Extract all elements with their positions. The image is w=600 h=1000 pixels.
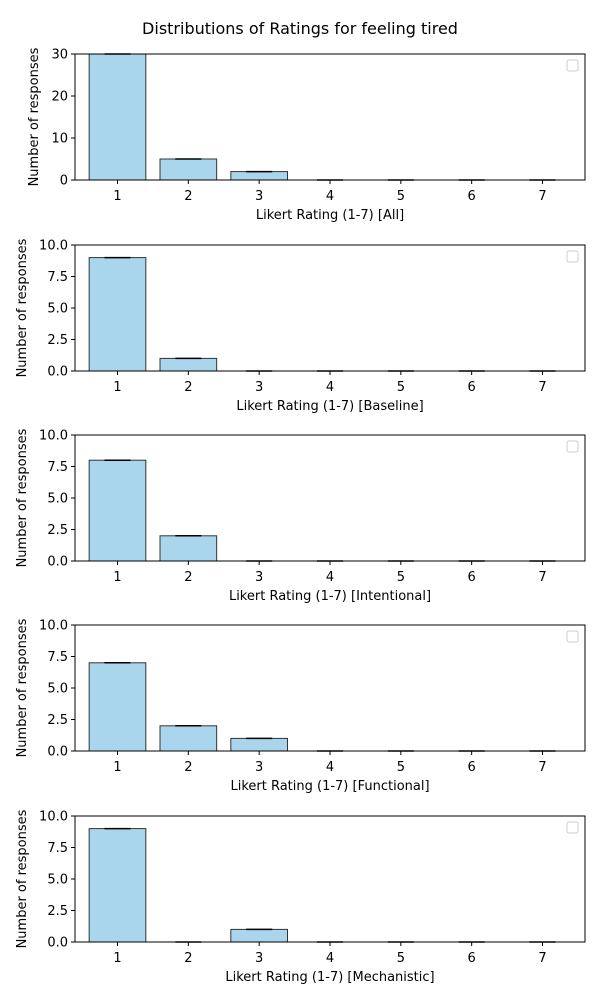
subplots: 1 2 3 4 5 6 7 0 10 20 30 Likert Rating (1-7) [All] N… xyxy=(15,47,586,985)
x-tick-label: 1 xyxy=(113,380,121,395)
y-tick-label: 30 xyxy=(51,48,68,63)
axes-frame xyxy=(74,624,586,752)
y-tick-label: 10.0 xyxy=(39,429,68,444)
axes-frame xyxy=(74,53,586,181)
bar xyxy=(88,828,147,943)
y-tick-label: 7.5 xyxy=(47,650,68,665)
y-axis-label: Number of responses xyxy=(15,809,30,948)
x-axis-label: Likert Rating (1-7) [Baseline] xyxy=(236,399,423,414)
y-tick-label: 0.0 xyxy=(47,936,68,951)
x-axis-label: Likert Rating (1-7) [All] xyxy=(256,208,404,223)
x-tick-label: 7 xyxy=(538,760,546,775)
y-tick-label: 10.0 xyxy=(39,619,68,634)
y-tick-label: 7.5 xyxy=(47,841,68,856)
axes-frame xyxy=(74,244,586,372)
x-tick-label: 1 xyxy=(113,570,121,585)
x-tick-label: 3 xyxy=(255,570,263,585)
bar xyxy=(159,357,218,372)
y-tick-label: 7.5 xyxy=(47,270,68,285)
x-tick-label: 1 xyxy=(113,189,121,204)
bar xyxy=(230,737,288,752)
legend-box xyxy=(566,440,579,453)
x-tick-label: 6 xyxy=(468,570,476,585)
x-tick-label: 2 xyxy=(184,951,192,966)
y-tick-label: 5.0 xyxy=(47,492,68,507)
x-tick-label: 3 xyxy=(255,189,263,204)
y-tick-label: 5.0 xyxy=(47,302,68,317)
axes-frame xyxy=(74,434,586,562)
y-axis-label: Number of responses xyxy=(15,428,30,567)
y-axis-label: Number of responses xyxy=(15,238,30,377)
x-tick-label: 4 xyxy=(326,760,334,775)
x-tick-label: 1 xyxy=(113,951,121,966)
x-tick-label: 2 xyxy=(184,380,192,395)
y-tick-label: 2.5 xyxy=(47,523,68,538)
x-tick-label: 2 xyxy=(184,189,192,204)
x-axis-label: Likert Rating (1-7) [Intentional] xyxy=(229,589,431,604)
x-tick-label: 4 xyxy=(326,380,334,395)
y-tick-label: 0.0 xyxy=(47,365,68,380)
y-tick-label: 0 xyxy=(60,174,68,189)
y-tick-label: 7.5 xyxy=(47,460,68,475)
subplot-3: 1 2 3 4 5 6 7 0.0 2.5 5.0 7.5 10.0 Likert Rating (1-… xyxy=(15,428,586,604)
x-axis-label: Likert Rating (1-7) [Functional] xyxy=(230,779,429,794)
subplot-5: 1 2 3 4 5 6 7 0.0 2.5 5.0 7.5 10.0 Likert Rating (1-… xyxy=(15,809,586,985)
x-tick-label: 6 xyxy=(468,760,476,775)
legend-box xyxy=(566,59,579,72)
x-axis-label: Likert Rating (1-7) [Mechanistic] xyxy=(225,970,434,985)
x-tick-label: 5 xyxy=(397,951,405,966)
x-tick-label: 6 xyxy=(468,380,476,395)
y-tick-label: 0.0 xyxy=(47,745,68,760)
y-tick-label: 5.0 xyxy=(47,873,68,888)
x-tick-label: 4 xyxy=(326,570,334,585)
subplot-4: 1 2 3 4 5 6 7 0.0 2.5 5.0 7.5 10.0 Likert Rating (1-… xyxy=(15,618,586,794)
subplot-2: 1 2 3 4 5 6 7 0.0 2.5 5.0 7.5 10.0 Likert Rating (1-… xyxy=(15,238,586,414)
x-tick-label: 7 xyxy=(538,951,546,966)
x-tick-label: 1 xyxy=(113,760,121,775)
bar xyxy=(159,158,218,181)
y-tick-label: 2.5 xyxy=(47,713,68,728)
y-tick-label: 10.0 xyxy=(39,810,68,825)
bar xyxy=(230,928,288,943)
y-tick-label: 2.5 xyxy=(47,904,68,919)
y-tick-label: 5.0 xyxy=(47,682,68,697)
y-axis-label: Number of responses xyxy=(27,47,42,186)
subplot-1: 1 2 3 4 5 6 7 0 10 20 30 Likert Rating (1-7) [All] N… xyxy=(27,47,586,223)
legend-box xyxy=(566,630,579,643)
bar xyxy=(88,459,147,562)
x-tick-label: 3 xyxy=(255,951,263,966)
y-tick-label: 10.0 xyxy=(39,239,68,254)
x-tick-label: 3 xyxy=(255,760,263,775)
bar xyxy=(88,257,147,372)
x-tick-label: 7 xyxy=(538,570,546,585)
bar xyxy=(88,662,147,752)
bar xyxy=(159,535,218,562)
figure-title: Distributions of Ratings for feeling tir… xyxy=(142,19,458,38)
x-tick-label: 2 xyxy=(184,570,192,585)
legend-box xyxy=(566,821,579,834)
y-tick-label: 20 xyxy=(51,90,68,105)
y-tick-label: 10 xyxy=(51,132,68,147)
bar xyxy=(88,53,147,181)
x-tick-label: 3 xyxy=(255,380,263,395)
x-tick-label: 5 xyxy=(397,380,405,395)
x-tick-label: 4 xyxy=(326,189,334,204)
legend-box xyxy=(566,250,579,263)
x-tick-label: 5 xyxy=(397,189,405,204)
bar xyxy=(159,725,218,752)
x-tick-label: 7 xyxy=(538,189,546,204)
x-tick-label: 4 xyxy=(326,951,334,966)
bar xyxy=(230,171,288,181)
y-axis-label: Number of responses xyxy=(15,618,30,757)
x-tick-label: 6 xyxy=(468,189,476,204)
x-tick-label: 6 xyxy=(468,951,476,966)
y-tick-label: 2.5 xyxy=(47,333,68,348)
x-tick-label: 7 xyxy=(538,380,546,395)
x-tick-label: 5 xyxy=(397,760,405,775)
y-tick-label: 0.0 xyxy=(47,555,68,570)
axes-frame xyxy=(74,815,586,943)
x-tick-label: 2 xyxy=(184,760,192,775)
x-tick-label: 5 xyxy=(397,570,405,585)
